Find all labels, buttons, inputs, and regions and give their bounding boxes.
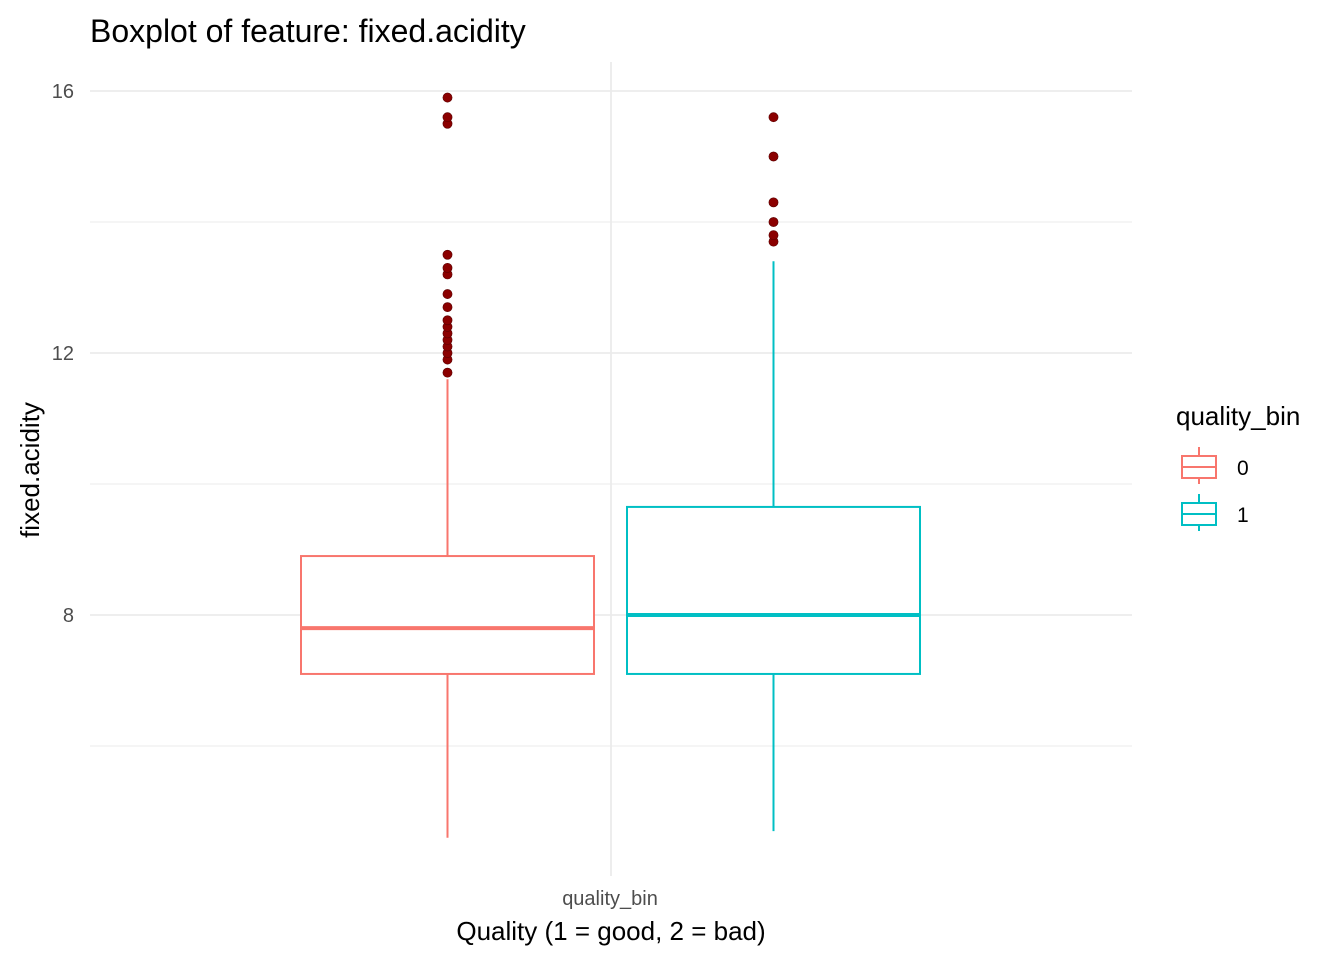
y-axis-title: fixed.acidity bbox=[15, 402, 45, 538]
y-axis-ticks: 8 12 16 bbox=[52, 81, 74, 627]
outlier-point bbox=[442, 302, 453, 313]
outlier-point bbox=[442, 315, 453, 326]
x-tick-label: quality_bin bbox=[562, 888, 658, 910]
box-group-0 bbox=[300, 92, 595, 838]
boxes bbox=[300, 92, 921, 838]
box bbox=[300, 555, 595, 675]
box bbox=[626, 505, 921, 675]
legend-item-0: 0 bbox=[1181, 447, 1249, 484]
outlier-point bbox=[768, 112, 779, 123]
legend: quality_bin 0 1 bbox=[1176, 401, 1300, 531]
outlier-point bbox=[442, 112, 453, 123]
legend-item-1: 1 bbox=[1181, 494, 1249, 531]
outlier-point bbox=[768, 217, 779, 227]
y-tick-label: 12 bbox=[52, 343, 74, 365]
outlier-point bbox=[442, 289, 453, 299]
x-axis-title: Quality (1 = good, 2 = bad) bbox=[456, 916, 765, 946]
outlier-point bbox=[442, 367, 453, 378]
outlier-point bbox=[442, 249, 453, 260]
legend-title: quality_bin bbox=[1176, 401, 1300, 431]
outlier-point bbox=[768, 197, 779, 208]
outlier-point bbox=[768, 151, 779, 162]
box-group-1 bbox=[626, 112, 921, 832]
outlier-point bbox=[442, 262, 453, 273]
legend-label: 1 bbox=[1237, 504, 1249, 527]
grid bbox=[90, 62, 1132, 876]
legend-label: 0 bbox=[1237, 457, 1249, 480]
chart-title: Boxplot of feature: fixed.acidity bbox=[90, 13, 526, 49]
y-tick-label: 16 bbox=[52, 81, 74, 103]
outlier-point bbox=[768, 230, 779, 240]
outlier-point bbox=[442, 92, 453, 103]
y-tick-label: 8 bbox=[63, 605, 74, 627]
